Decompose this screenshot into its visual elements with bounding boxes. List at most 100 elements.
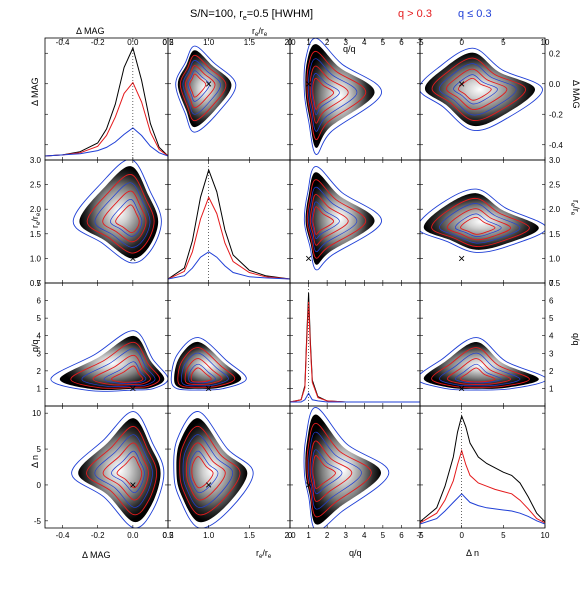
left-y-tick-label: 5: [37, 445, 42, 454]
contour-blue-1: [111, 450, 145, 494]
contour-blue-0: [439, 203, 521, 244]
contour-blue-0: [308, 431, 362, 510]
contour-blue-1: [311, 449, 343, 495]
bottom-x-tick-label: 2.0: [284, 531, 296, 540]
top-x-tick-label: 0.2: [162, 38, 174, 47]
legend-red-label: q > 0.3: [398, 8, 432, 20]
bottom-xlabel-q: q/q: [349, 548, 362, 558]
contour-red-1: [92, 354, 151, 386]
right-y-tick-label: 5: [549, 314, 554, 323]
contour-blue-outer: [303, 165, 382, 271]
contour-red-1: [184, 358, 223, 385]
contour-red-0: [179, 425, 241, 516]
bottom-x-tick-label: 0.2: [162, 531, 174, 540]
top-x-tick-label: 2: [325, 38, 330, 47]
left-ylabel-dmag: Δ MAG: [30, 77, 40, 106]
truth-marker: ×: [458, 77, 465, 91]
hist-dmag-red: [45, 81, 168, 157]
top-x-tick-label: 1.5: [244, 38, 256, 47]
left-y-tick-label: 10: [32, 409, 41, 418]
hist-dn-blue: [420, 493, 545, 525]
left-y-tick-label: 2.5: [30, 181, 42, 190]
contour-red-2: [312, 206, 335, 235]
right-y-tick-label: 2: [549, 367, 554, 376]
contour-blue-0: [308, 186, 358, 253]
density-map: [79, 166, 159, 259]
top-x-tick-label: 10: [541, 38, 550, 47]
panel-r2-c3: ×: [419, 282, 546, 407]
contour-blue-outer: [170, 337, 247, 391]
contour-blue-0: [94, 434, 153, 508]
contour-red-0: [70, 341, 161, 389]
left-y-tick-label: 7: [37, 279, 42, 288]
bottom-x-tick-label: 5: [501, 531, 506, 540]
top-x-tick-label: 4: [362, 38, 367, 47]
truth-marker: ×: [129, 381, 136, 395]
contour-red-1: [446, 358, 512, 385]
contour-blue-outer: [420, 188, 545, 253]
contour-red-0: [179, 54, 227, 122]
top-xlabel-dmag: Δ MAG: [76, 26, 105, 36]
hist-re-all: [168, 168, 290, 280]
left-y-tick-label: 3.0: [30, 156, 42, 165]
left-y-tick-label: 1.0: [30, 254, 42, 263]
contour-red-2: [189, 73, 207, 98]
contour-blue-0: [94, 182, 151, 248]
contour-red-1: [184, 65, 216, 109]
contour-red-0: [306, 422, 372, 518]
right-ylabel-re: re/re: [569, 200, 581, 216]
density-map: [176, 418, 248, 523]
density-map: [423, 341, 539, 389]
top-x-tick-label: 5: [381, 38, 386, 47]
left-y-tick-label: 0: [37, 481, 42, 490]
contour-red-1: [309, 193, 349, 246]
truth-marker: ×: [458, 251, 465, 265]
top-x-tick-label: 5: [501, 38, 506, 47]
panel-r3-c3: [419, 405, 546, 529]
contour-blue-0: [308, 58, 358, 132]
panel-frame: [44, 37, 169, 161]
right-y-tick-label: -0.4: [549, 141, 563, 150]
panel-r3-c2: ×: [289, 405, 421, 529]
contour-blue-1: [311, 201, 340, 240]
contour-red-2: [115, 204, 140, 234]
right-ylabel-q: q/q: [571, 333, 581, 346]
bottom-x-tick-label: 1.5: [244, 531, 256, 540]
contour-blue-1: [103, 361, 147, 384]
contour-red-0: [306, 50, 367, 141]
density-map: [424, 52, 536, 127]
contour-red-2: [312, 77, 335, 110]
panel-r1-c0: ×: [44, 159, 169, 284]
panel-r2-c0: ×: [44, 282, 169, 407]
contour-red-1: [309, 65, 349, 124]
truth-marker: ×: [205, 478, 212, 492]
contour-blue-0: [181, 352, 229, 387]
hist-re-red: [168, 196, 290, 280]
title-main: S/N=100, re=0.5 [HWHM]: [190, 8, 313, 22]
hist-re-blue: [168, 251, 290, 280]
contour-blue-outer: [72, 160, 162, 264]
contour-red-0: [306, 179, 367, 259]
right-y-tick-label: 1.5: [549, 230, 561, 239]
contour-blue-1: [189, 450, 219, 494]
contour-red-0: [177, 347, 236, 388]
bottom-xlabel-re: re/re: [256, 548, 272, 560]
contour-red-2: [457, 77, 492, 101]
panel-r1-c1: [167, 159, 291, 284]
left-y-tick-label: 4: [37, 332, 42, 341]
left-y-tick-label: 3: [37, 349, 42, 358]
truth-marker: ×: [305, 478, 312, 492]
right-y-tick-label: 0.5: [549, 279, 561, 288]
hist-q-blue: [290, 392, 420, 403]
top-x-tick-label: 0.0: [127, 38, 139, 47]
truth-marker: ×: [305, 77, 312, 91]
left-ylabel-q: q/q: [30, 339, 40, 352]
right-y-tick-label: 2.5: [549, 181, 561, 190]
figure-title: S/N=100, re=0.5 [HWHM] q > 0.3 q ≤ 0.3: [190, 8, 492, 22]
top-x-tick-label: 3: [343, 38, 348, 47]
hist-dmag-all: [45, 46, 168, 157]
panel-r3-c1: ×: [167, 405, 291, 529]
panel-r0-c0: [44, 37, 169, 161]
contour-red-1: [446, 208, 512, 241]
